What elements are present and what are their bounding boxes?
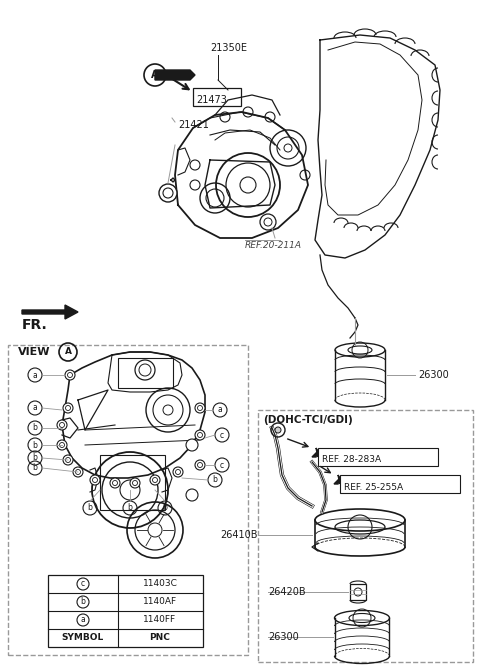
Circle shape	[65, 370, 75, 380]
Bar	[118, 358, 173, 388]
Bar	[48, 575, 203, 647]
Text: 1140AF: 1140AF	[143, 597, 177, 607]
Text: 11403C: 11403C	[143, 580, 178, 589]
Text: REF.20-211A: REF.20-211A	[245, 240, 302, 250]
Bar	[350, 584, 366, 600]
Text: b: b	[33, 464, 37, 472]
Text: REF. 28-283A: REF. 28-283A	[322, 456, 381, 464]
Bar	[193, 88, 241, 106]
Text: b: b	[33, 454, 37, 462]
Circle shape	[195, 403, 205, 413]
Polygon shape	[22, 305, 78, 319]
Text: b: b	[128, 504, 132, 512]
Text: b: b	[81, 597, 85, 607]
Polygon shape	[316, 448, 318, 457]
Circle shape	[57, 440, 67, 450]
Circle shape	[110, 478, 120, 488]
Text: c: c	[220, 460, 224, 470]
Polygon shape	[312, 451, 318, 457]
Text: PNC: PNC	[150, 633, 170, 643]
Text: SYMBOL: SYMBOL	[62, 633, 104, 643]
Text: (DOHC-TCI/GDI): (DOHC-TCI/GDI)	[263, 415, 353, 425]
Text: a: a	[33, 371, 37, 379]
Text: 26300: 26300	[268, 632, 299, 642]
Polygon shape	[155, 70, 195, 80]
Text: a: a	[33, 403, 37, 413]
Text: 21473: 21473	[196, 95, 227, 105]
Polygon shape	[338, 475, 340, 484]
Circle shape	[173, 467, 183, 477]
Circle shape	[150, 475, 160, 485]
Text: A: A	[64, 347, 72, 357]
Text: a: a	[81, 615, 85, 625]
Text: 26410B: 26410B	[220, 530, 258, 540]
Text: A: A	[151, 70, 159, 80]
Text: b: b	[87, 504, 93, 512]
Text: c: c	[220, 430, 224, 440]
Circle shape	[130, 478, 140, 488]
Text: FR.: FR.	[22, 318, 48, 332]
Text: b: b	[163, 504, 168, 512]
Text: 21350E: 21350E	[210, 43, 247, 53]
Circle shape	[186, 439, 198, 451]
Bar	[100, 455, 165, 510]
Text: 1140FF: 1140FF	[144, 615, 177, 625]
Circle shape	[90, 475, 100, 485]
Text: b: b	[33, 440, 37, 450]
Circle shape	[57, 420, 67, 430]
Text: 26300: 26300	[418, 370, 449, 380]
Text: VIEW: VIEW	[18, 347, 50, 357]
Bar	[340, 475, 460, 493]
Circle shape	[195, 430, 205, 440]
Circle shape	[159, 184, 177, 202]
Bar	[8, 345, 248, 655]
Text: REF. 25-255A: REF. 25-255A	[344, 482, 403, 492]
Bar	[258, 410, 473, 662]
Circle shape	[260, 214, 276, 230]
Circle shape	[195, 460, 205, 470]
Circle shape	[275, 427, 281, 433]
Text: 26420B: 26420B	[268, 587, 306, 597]
Circle shape	[63, 403, 73, 413]
Bar	[318, 448, 438, 466]
Polygon shape	[334, 478, 340, 484]
Circle shape	[73, 467, 83, 477]
Text: a: a	[217, 405, 222, 415]
Text: 21421: 21421	[178, 120, 209, 130]
Text: b: b	[33, 424, 37, 432]
Text: b: b	[213, 476, 217, 484]
Text: c: c	[81, 580, 85, 589]
Circle shape	[186, 489, 198, 501]
Circle shape	[63, 455, 73, 465]
